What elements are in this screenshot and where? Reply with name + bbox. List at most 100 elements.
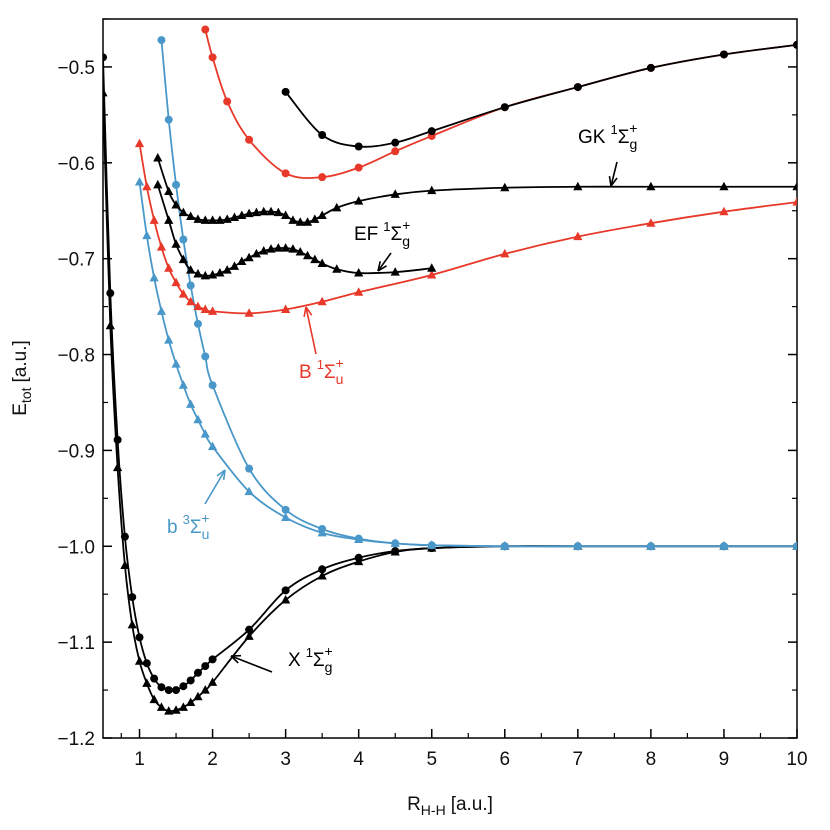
marker-triangle — [573, 181, 583, 191]
marker-circle — [113, 435, 122, 444]
marker-triangle — [317, 570, 327, 580]
marker-circle — [179, 235, 188, 244]
marker-triangle — [251, 207, 262, 217]
marker-triangle — [178, 702, 188, 711]
marker-circle — [281, 87, 290, 96]
marker-triangle — [310, 214, 320, 223]
x-axis-label: RH-H [a.u.] — [407, 794, 493, 818]
marker-triangle — [153, 179, 163, 189]
marker-triangle — [719, 206, 729, 216]
annotation-name: b — [167, 517, 178, 538]
marker-triangle — [332, 264, 342, 273]
marker-circle — [646, 63, 655, 72]
marker-triangle — [427, 540, 437, 549]
marker-triangle — [237, 210, 247, 220]
marker-triangle — [295, 217, 305, 226]
marker-triangle — [288, 215, 298, 224]
marker-triangle — [164, 706, 174, 715]
marker-circle — [500, 103, 509, 112]
marker-triangle — [281, 304, 291, 313]
y-tick-label: −0.7 — [57, 250, 95, 271]
x-tick-label: 9 — [719, 749, 730, 770]
marker-circle — [157, 36, 166, 45]
marker-circle — [318, 565, 327, 574]
y-label-main: E — [10, 403, 31, 416]
marker-triangle — [193, 414, 203, 424]
annotation-sign: + — [629, 120, 637, 136]
marker-circle — [354, 142, 363, 151]
y-tick-label: −0.5 — [57, 58, 95, 79]
x-tick-label: 10 — [786, 749, 807, 770]
annotation-term: Σ — [313, 650, 325, 671]
marker-triangle — [229, 261, 240, 270]
marker-triangle — [646, 541, 656, 550]
x-label-sub: H-H — [421, 802, 446, 818]
annotation-label: EF 1Σg+ — [354, 217, 410, 249]
marker-triangle — [229, 212, 240, 221]
plot-frame — [102, 18, 798, 739]
annotation-term: Σ — [618, 127, 630, 148]
series-line — [103, 92, 797, 713]
marker-circle — [201, 25, 210, 34]
marker-triangle — [259, 245, 269, 255]
marker-circle — [793, 40, 797, 49]
marker-circle — [106, 289, 115, 298]
y-tick-label: −0.9 — [57, 441, 95, 462]
marker-triangle — [103, 87, 108, 97]
annotation-label: B 1Σu+ — [299, 355, 344, 387]
marker-triangle — [200, 685, 210, 694]
marker-triangle — [193, 269, 203, 278]
annotation-name: GK — [578, 127, 606, 148]
annotation-multiplicity: 1 — [317, 357, 324, 372]
annotation-parity: g — [402, 233, 410, 249]
marker-triangle — [317, 210, 327, 220]
annotation-parity: u — [336, 371, 344, 387]
marker-circle — [193, 319, 202, 328]
marker-triangle — [113, 462, 123, 472]
marker-triangle — [200, 215, 210, 224]
marker-triangle — [164, 335, 174, 344]
marker-triangle — [186, 697, 196, 707]
marker-triangle — [171, 199, 181, 209]
marker-triangle — [354, 534, 364, 544]
x-tick-label: 4 — [353, 749, 364, 770]
marker-circle — [142, 659, 151, 668]
marker-triangle — [207, 306, 218, 315]
marker-triangle — [105, 320, 115, 330]
marker-triangle — [127, 619, 137, 629]
marker-circle — [186, 676, 195, 685]
annotation-multiplicity: 1 — [610, 122, 617, 137]
marker-triangle — [186, 399, 196, 408]
marker-triangle — [244, 308, 254, 317]
marker-triangle — [354, 556, 364, 566]
annotation-label: b 3Σu+ — [167, 510, 210, 542]
marker-triangle — [281, 243, 291, 252]
marker-triangle — [273, 207, 283, 217]
x-tick-label: 8 — [646, 749, 657, 770]
marker-circle — [573, 83, 582, 92]
marker-triangle — [207, 269, 218, 279]
annotation-arrow — [610, 161, 618, 187]
marker-triangle — [573, 541, 583, 550]
marker-triangle — [142, 181, 152, 191]
marker-triangle — [186, 211, 196, 220]
marker-circle — [157, 683, 166, 692]
marker-circle — [281, 169, 290, 178]
marker-circle — [719, 50, 728, 59]
marker-triangle — [171, 705, 181, 714]
marker-circle — [164, 686, 173, 695]
annotation-parity: g — [629, 136, 637, 152]
marker-triangle — [244, 631, 254, 640]
marker-triangle — [178, 289, 188, 298]
x-tick-label: 6 — [500, 749, 511, 770]
y-axis-label: Etot [a.u.] — [10, 340, 34, 416]
marker-triangle — [310, 254, 320, 264]
annotation-multiplicity: 1 — [383, 219, 390, 234]
marker-triangle — [302, 217, 313, 226]
annotation-arrow — [377, 252, 392, 272]
marker-triangle — [120, 560, 130, 569]
x-tick-label: 1 — [134, 749, 145, 770]
marker-circle — [223, 97, 232, 106]
marker-triangle — [281, 594, 291, 604]
annotation-name: B — [299, 362, 312, 383]
